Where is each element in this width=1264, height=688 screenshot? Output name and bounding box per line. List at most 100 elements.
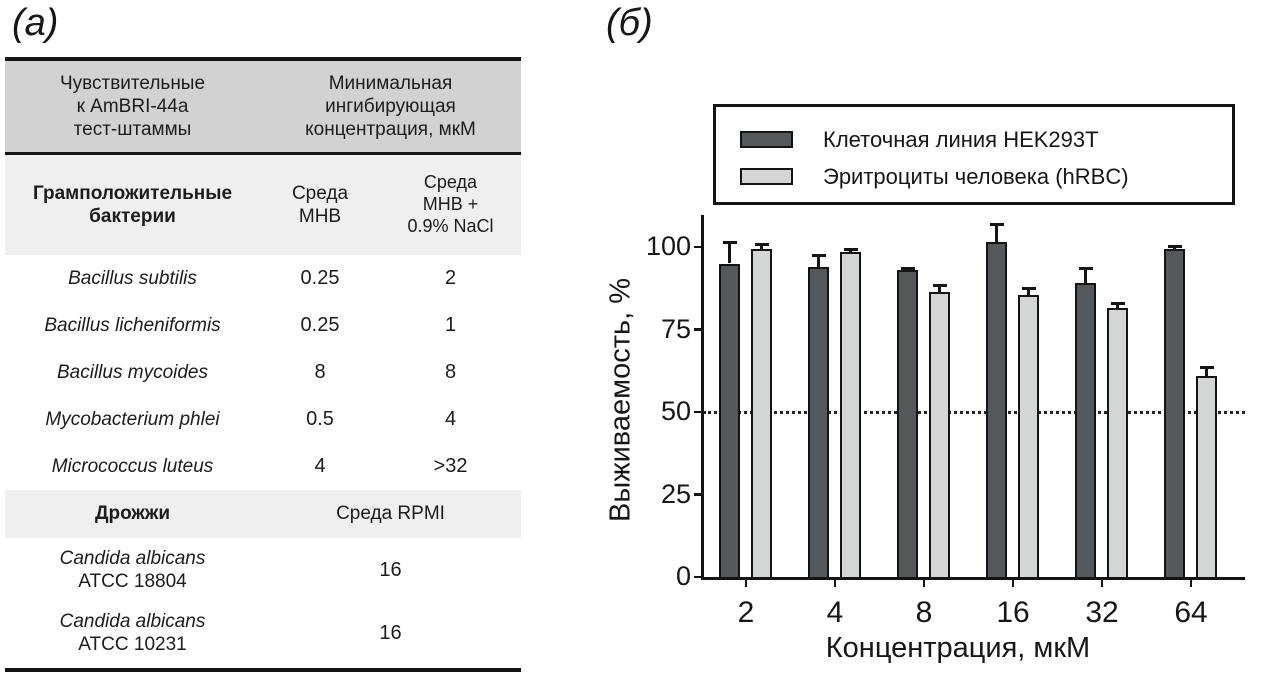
error-cap-hrbc-64: [1199, 366, 1214, 370]
x-tick-label-64: 64: [1174, 596, 1208, 629]
mic-mhb-nacl-value: 2: [444, 267, 457, 289]
column-header-mhb-nacl: Среда MHB + 0.9% NaCl: [407, 172, 494, 236]
mic-mhb-value: 0.25: [300, 314, 340, 336]
y-axis: [700, 215, 704, 580]
group-label-gram-positive: Грамположительные бактерии: [32, 182, 233, 227]
mic-rpmi-value: 16: [379, 558, 402, 581]
error-bar-hrbc-8: [938, 284, 941, 292]
species-name: Candida albicans ATCC 18804: [5, 538, 260, 602]
mic-mhb-nacl-value: 8: [444, 361, 457, 383]
species-name: Mycobacterium phlei: [45, 408, 220, 430]
x-tick-label-16: 16: [996, 596, 1030, 629]
mic-mhb-value: 8: [314, 361, 326, 383]
species-name: Candida albicans ATCC 10231: [5, 602, 260, 664]
mic-mhb-value: 0.25: [300, 267, 340, 289]
legend-item-hrbc: Эритроциты человека (hRBC): [716, 158, 1232, 195]
error-cap-hrbc-8: [932, 283, 947, 287]
legend-item-hek293t: Клеточная линия HEK293T: [716, 121, 1232, 158]
x-tick-2: [744, 578, 748, 587]
legend-label-hrbc: Эритроциты человека (hRBC): [823, 163, 1129, 189]
x-tick-label-32: 32: [1085, 596, 1119, 629]
mic-mhb-value: 0.5: [306, 408, 334, 430]
error-cap-hek293t-32: [1078, 267, 1093, 271]
column-header-mhb: Среда MHB: [291, 182, 349, 227]
table-row: Candida albicans ATCC 18804 16: [5, 538, 521, 602]
table-row: Mycobacterium phlei 0.5 4: [5, 396, 521, 443]
error-bar-hek293t-16: [995, 223, 998, 243]
legend-swatch-hek293t: [740, 131, 793, 148]
group-row-gram-positive: Грамположительные бактерии Среда MHB Сре…: [5, 155, 521, 255]
species-name: Bacillus mycoides: [57, 361, 208, 383]
y-tick-label-100: 100: [645, 231, 691, 261]
x-tick-32: [1100, 578, 1104, 587]
species-name: Bacillus subtilis: [68, 267, 197, 289]
table-row: Bacillus mycoides 8 8: [5, 349, 521, 396]
bar-hek293t-2: [719, 263, 740, 579]
group-row-yeast: Дрожжи Среда RPMI: [5, 490, 521, 538]
table-header-mic: Минимальная ингибирующая концентрация, м…: [305, 72, 476, 141]
error-cap-hek293t-16: [989, 222, 1004, 226]
bar-hrbc-8: [929, 291, 950, 579]
mic-table: Чувствительные к AmBRI-44a тест-штаммы М…: [5, 57, 521, 672]
error-cap-hek293t-64: [1167, 245, 1182, 249]
x-tick-label-4: 4: [826, 596, 844, 629]
y-tick-label-25: 25: [660, 478, 691, 509]
x-axis-title: Концентрация, мкМ: [825, 632, 1091, 664]
bar-hrbc-4: [840, 251, 861, 579]
error-cap-hrbc-2: [754, 242, 769, 246]
error-bar-hrbc-64: [1205, 367, 1208, 376]
bar-hrbc-64: [1196, 375, 1217, 579]
x-tick-label-8: 8: [915, 596, 933, 629]
bar-hek293t-64: [1164, 248, 1185, 579]
y-tick-75: [694, 328, 703, 331]
panel-a-label: (а): [12, 2, 59, 44]
y-tick-label-50: 50: [660, 396, 691, 426]
panel-b-label: (б): [606, 2, 653, 44]
legend-label-hek293t: Клеточная линия HEK293T: [823, 126, 1099, 152]
legend-swatch-hrbc: [740, 168, 793, 185]
species-binomial: Candida albicans: [59, 547, 206, 569]
table-header-strains: Чувствительные к AmBRI-44a тест-штаммы: [59, 72, 206, 141]
error-cap-hek293t-2: [722, 241, 737, 245]
reference-line-50: [703, 410, 1245, 414]
x-tick-64: [1189, 578, 1193, 587]
table-row: Bacillus subtilis 0.25 2: [5, 255, 521, 302]
bar-hrbc-32: [1107, 308, 1128, 579]
y-tick-label-0: 0: [675, 561, 691, 591]
bar-chart: Выживаемость, % Концентрация, мкМ 2 4 8 16 3…: [600, 200, 1264, 688]
bar-hrbc-16: [1018, 294, 1039, 579]
bar-hrbc-2: [751, 248, 772, 579]
error-bar-hek293t-32: [1084, 268, 1087, 284]
mic-mhb-nacl-value: 4: [444, 408, 457, 430]
strain-id: ATCC 10231: [78, 634, 187, 655]
strain-id: ATCC 18804: [78, 571, 187, 592]
table-row: Micrococcus luteus 4 >32: [5, 443, 521, 490]
y-tick-50: [694, 410, 703, 414]
x-tick-4: [833, 578, 837, 587]
mic-rpmi-value: 16: [379, 621, 402, 644]
table-row: Candida albicans ATCC 10231 16: [5, 602, 521, 664]
error-cap-hrbc-4: [843, 247, 858, 251]
table-header-row: Чувствительные к AmBRI-44a тест-штаммы М…: [5, 61, 521, 155]
chart-legend: Клеточная линия HEK293T Эритроциты челов…: [713, 104, 1235, 205]
mic-mhb-nacl-value: 1: [444, 314, 457, 336]
error-bar-hek293t-2: [728, 242, 731, 264]
species-name: Bacillus licheniformis: [44, 314, 221, 336]
error-cap-hrbc-16: [1021, 287, 1036, 291]
species-name: Micrococcus luteus: [51, 455, 214, 477]
bar-hek293t-16: [986, 242, 1007, 579]
y-tick-0: [694, 575, 703, 579]
error-bar-hek293t-4: [817, 255, 820, 267]
table-row: Bacillus licheniformis 0.25 1: [5, 302, 521, 349]
species-binomial: Candida albicans: [59, 610, 206, 632]
y-tick-100: [694, 245, 703, 249]
error-bar-hrbc-2: [760, 243, 763, 249]
bar-hek293t-32: [1075, 283, 1096, 579]
mic-mhb-value: 4: [314, 455, 326, 477]
error-bar-hrbc-32: [1116, 303, 1119, 309]
error-bar-hrbc-16: [1027, 288, 1030, 295]
bar-hek293t-4: [808, 266, 829, 579]
x-tick-8: [922, 578, 926, 587]
group-label-yeast: Дрожжи: [94, 503, 171, 524]
